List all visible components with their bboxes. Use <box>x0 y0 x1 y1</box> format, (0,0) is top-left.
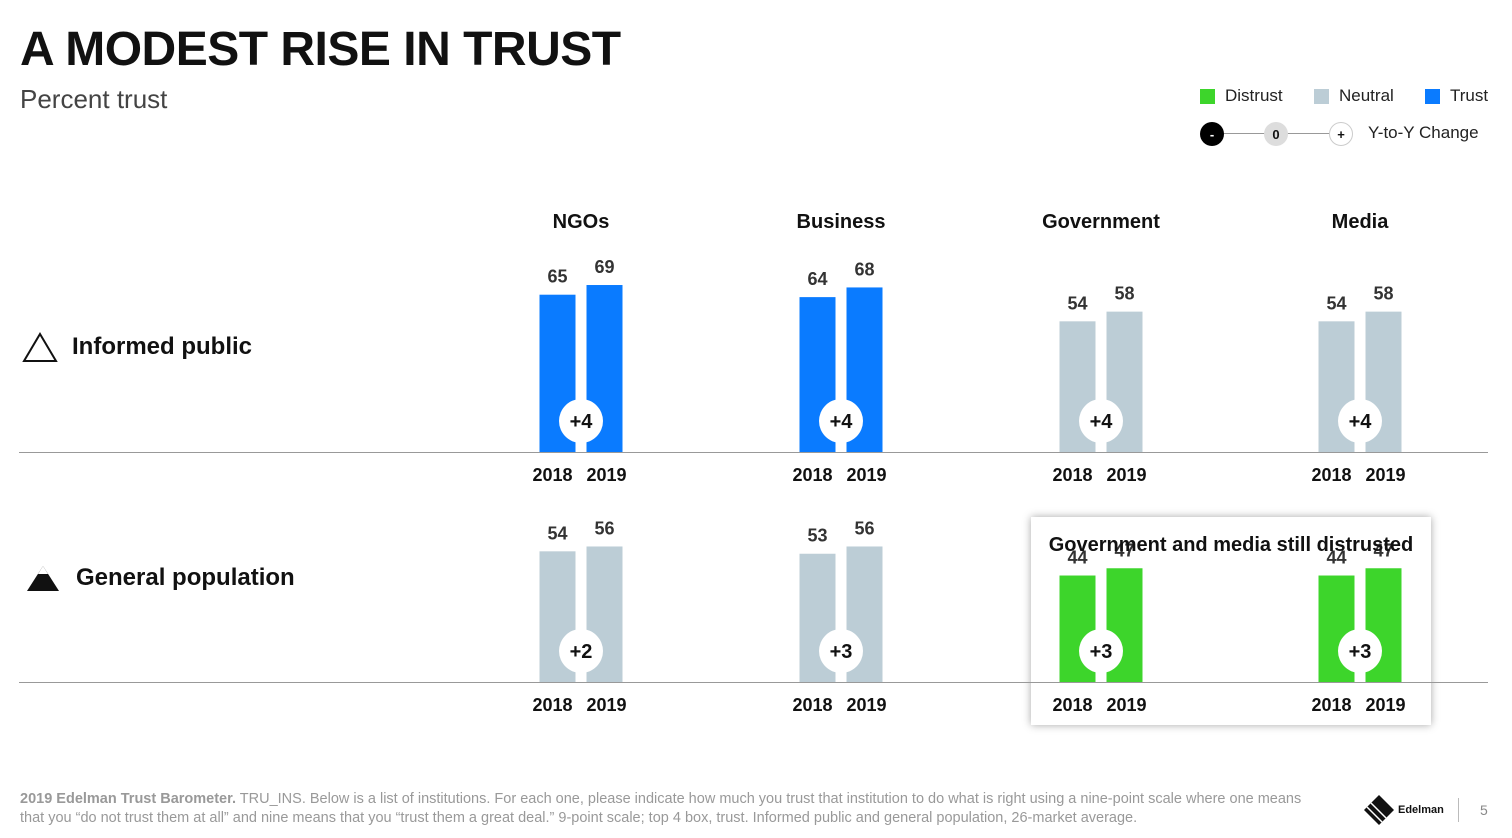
neutral-swatch <box>1314 88 1329 104</box>
year-label-1-0-1: 2019 <box>586 695 626 715</box>
legend-neutral: Neutral <box>1314 86 1394 106</box>
change-legend: - 0 + Y-to-Y Change <box>1198 120 1498 148</box>
change-value-1-2: +3 <box>1090 641 1113 663</box>
change-value-1-0: +2 <box>570 641 593 663</box>
callout-box <box>1031 517 1431 725</box>
change-badge-0-1 <box>819 399 863 443</box>
value-label-1-0-0: 54 <box>547 523 567 543</box>
year-label-1-2-0: 2018 <box>1052 695 1092 715</box>
zero-change-icon: 0 <box>1264 122 1288 146</box>
year-label-0-2-0: 2018 <box>1052 465 1092 485</box>
legend-trust-label: Trust <box>1450 86 1489 105</box>
change-value-1-1: +3 <box>830 641 853 663</box>
page-subtitle: Percent trust <box>20 84 168 114</box>
year-label-0-3-0: 2018 <box>1311 465 1351 485</box>
outline-triangle-icon <box>22 332 58 362</box>
change-value-0-3: +4 <box>1349 411 1373 433</box>
legend-distrust: Distrust <box>1200 86 1283 106</box>
row-informed-public-label: Informed public <box>72 333 252 360</box>
change-badge-1-0 <box>559 629 603 673</box>
change-badge-0-2 <box>1079 399 1123 443</box>
footnote: 2019 Edelman Trust Barometer. TRU_INS. B… <box>20 790 1320 828</box>
value-label-0-1-1: 68 <box>854 259 874 279</box>
year-label-1-2-1: 2019 <box>1106 695 1146 715</box>
edelman-logo-text: Edelman <box>1398 804 1444 816</box>
year-label-1-3-0: 2018 <box>1311 695 1351 715</box>
value-label-0-3-1: 58 <box>1373 284 1393 304</box>
trust-swatch <box>1425 88 1440 104</box>
value-label-1-1-1: 56 <box>854 518 874 538</box>
change-badge-1-1 <box>819 629 863 673</box>
value-label-1-3-1: 47 <box>1373 540 1393 560</box>
year-label-0-2-1: 2019 <box>1106 465 1146 485</box>
row-general-population-label: General population <box>76 564 295 591</box>
page-title: A MODEST RISE IN TRUST <box>20 23 621 76</box>
change-badge-0-0 <box>559 399 603 443</box>
change-value-0-1: +4 <box>830 411 854 433</box>
year-label-0-0-0: 2018 <box>532 465 572 485</box>
value-label-1-0-1: 56 <box>594 518 614 538</box>
footer-divider <box>1458 798 1459 822</box>
year-label-0-1-1: 2019 <box>846 465 886 485</box>
value-label-0-1-0: 64 <box>807 269 827 289</box>
legend-trust: Trust <box>1425 86 1488 106</box>
distrust-swatch <box>1200 88 1215 104</box>
year-label-0-0-1: 2019 <box>586 465 626 485</box>
change-badge-1-3 <box>1338 629 1382 673</box>
value-label-0-2-1: 58 <box>1114 284 1134 304</box>
year-label-0-1-0: 2018 <box>792 465 832 485</box>
value-label-1-1-0: 53 <box>807 526 827 546</box>
value-label-0-0-0: 65 <box>547 267 567 287</box>
row-general-population: General population <box>26 562 295 594</box>
category-label-ngos: NGOs <box>553 211 610 233</box>
year-label-1-3-1: 2019 <box>1365 695 1405 715</box>
footnote-source: 2019 Edelman Trust Barometer. <box>20 791 236 807</box>
category-label-business: Business <box>797 211 886 233</box>
value-label-0-2-0: 54 <box>1067 293 1087 313</box>
footnote-text: TRU_INS. Below is a list of institutions… <box>20 791 1302 826</box>
category-label-media: Media <box>1332 211 1390 233</box>
callout-title: Government and media still distrusted <box>1048 534 1414 556</box>
change-value-0-2: +4 <box>1090 411 1114 433</box>
year-label-1-0-0: 2018 <box>532 695 572 715</box>
year-label-0-3-1: 2019 <box>1365 465 1405 485</box>
year-label-1-1-0: 2018 <box>792 695 832 715</box>
value-label-1-2-0: 44 <box>1067 548 1087 568</box>
change-value-1-3: +3 <box>1349 641 1372 663</box>
value-label-1-2-1: 47 <box>1114 540 1134 560</box>
year-label-1-1-1: 2019 <box>846 695 886 715</box>
filled-triangle-icon <box>27 566 59 591</box>
legend-neutral-label: Neutral <box>1339 86 1394 105</box>
minus-change-icon: - <box>1200 122 1224 146</box>
change-badge-1-2 <box>1079 629 1123 673</box>
edelman-logo: Edelman <box>1362 793 1444 827</box>
page-number: 5 <box>1480 802 1488 818</box>
value-label-0-3-0: 54 <box>1326 293 1346 313</box>
change-value-0-0: +4 <box>570 411 594 433</box>
change-badge-0-3 <box>1338 399 1382 443</box>
row-informed-public: Informed public <box>22 331 252 363</box>
value-label-1-3-0: 44 <box>1326 548 1346 568</box>
category-label-government: Government <box>1042 211 1160 233</box>
change-legend-label: Y-to-Y Change <box>1368 123 1479 142</box>
plus-change-icon: + <box>1329 122 1353 146</box>
edelman-logo-icon <box>1364 795 1394 825</box>
value-label-0-0-1: 69 <box>594 257 614 277</box>
legend-distrust-label: Distrust <box>1225 86 1283 105</box>
